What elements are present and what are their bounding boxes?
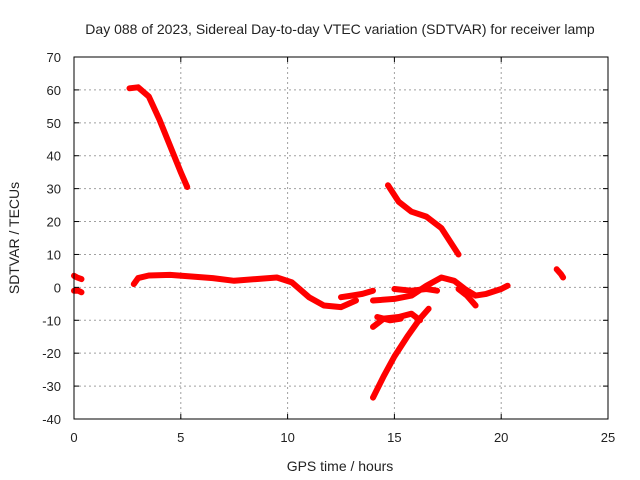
y-tick-label: -10 (42, 313, 61, 328)
series-arc-5 (338, 287, 376, 301)
series-arc-9 (391, 286, 441, 294)
x-tick-label: 25 (601, 430, 615, 445)
x-axis-label: GPS time / hours (287, 458, 394, 474)
series-arc-2 (71, 287, 85, 296)
x-tick-label: 20 (494, 430, 508, 445)
y-axis-label: SDTVAR / TECUs (6, 182, 22, 294)
y-tick-label: -30 (42, 379, 61, 394)
chart-title: Day 088 of 2023, Sidereal Day-to-day VTE… (85, 21, 595, 37)
y-tick-label: 10 (47, 247, 61, 262)
series-arc-7 (370, 274, 511, 304)
x-tick-label: 10 (280, 430, 294, 445)
series-arc-12 (374, 314, 404, 324)
series-arc-10 (370, 305, 432, 401)
y-tick-label: 30 (47, 182, 61, 197)
y-tick-label: -20 (42, 346, 61, 361)
y-tick-label: 20 (47, 215, 61, 230)
y-tick-label: 0 (54, 280, 61, 295)
x-tick-label: 5 (177, 430, 184, 445)
axis-ticks: 0 5 10 15 20 25 70 60 50 40 30 20 10 0 -10 -20 -30 -40 (42, 50, 615, 445)
y-tick-label: 60 (47, 83, 61, 98)
x-tick-label: 15 (387, 430, 401, 445)
x-tick-label: 0 (70, 430, 77, 445)
plot-frame (73, 56, 609, 420)
series-arc-1 (71, 272, 85, 283)
series-arc-8 (455, 286, 479, 309)
y-tick-label: 40 (47, 149, 61, 164)
series-arc-3 (126, 84, 191, 190)
y-tick-label: -40 (42, 412, 61, 427)
y-tick-label: 70 (47, 50, 61, 65)
y-tick-label: 50 (47, 116, 61, 131)
series-arc-6 (385, 182, 462, 258)
data-series (71, 84, 567, 401)
grid (74, 57, 608, 419)
series-arc-4 (130, 271, 359, 311)
series-arc-13 (553, 266, 567, 281)
